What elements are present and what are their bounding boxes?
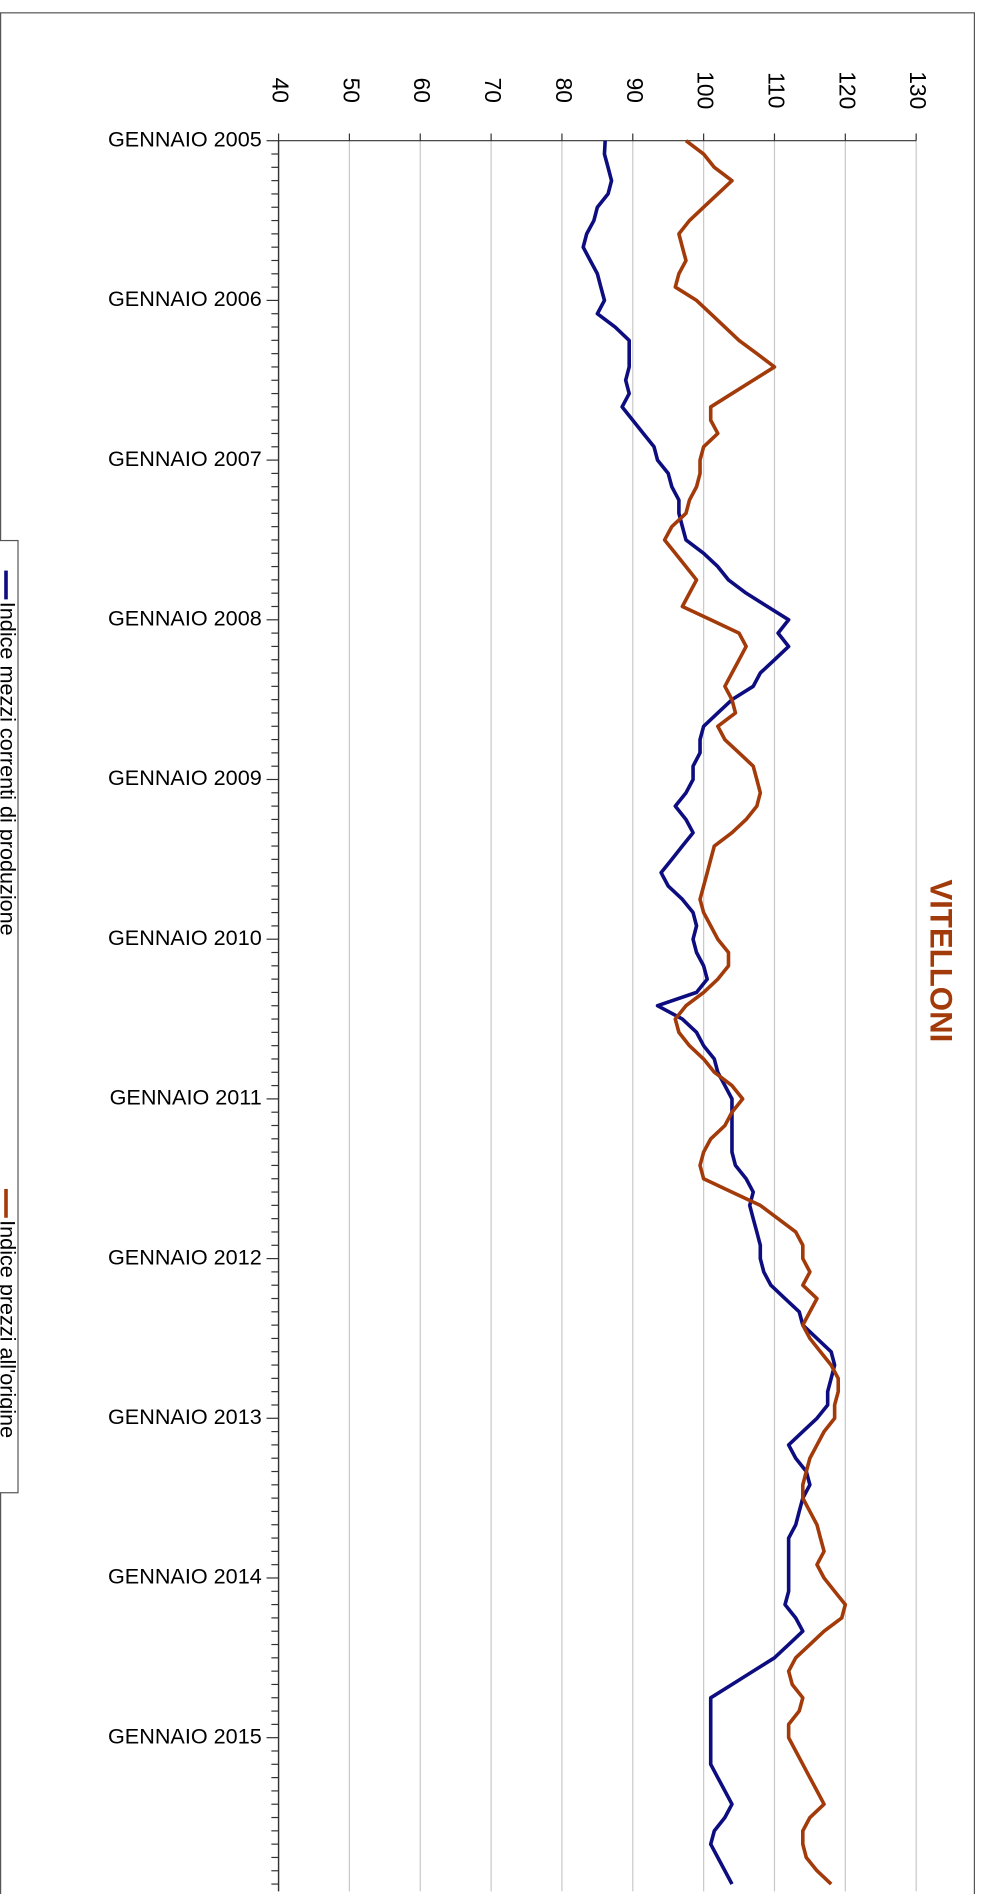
x-tick-label: GENNAIO 2007 [108,446,262,471]
y-tick-label: 120 [834,71,860,109]
x-tick-label: GENNAIO 2012 [108,1244,262,1269]
y-tick-label: 80 [551,78,577,103]
y-tick-label: 60 [409,78,435,103]
y-tick-label: 50 [338,78,364,103]
x-tick-label: GENNAIO 2005 [108,126,262,151]
chart-title: VITELLONI [924,879,959,1042]
x-tick-label: GENNAIO 2009 [108,765,262,790]
y-tick-label: 90 [622,78,648,103]
legend-box [0,539,19,1494]
legend-label: Indice prezzi all'origine [0,1220,20,1438]
x-tick-label: GENNAIO 2014 [108,1564,262,1589]
y-tick-label: 70 [480,78,506,103]
y-tick-label: 40 [268,78,294,103]
series-line [581,140,837,1885]
x-tick-label: GENNAIO 2010 [108,925,262,950]
x-tick-label: GENNAIO 2011 [110,1085,262,1110]
x-tick-label: GENNAIO 2006 [108,286,262,311]
x-tick-label: GENNAIO 2015 [108,1723,262,1748]
x-tick-label: GENNAIO 2013 [108,1404,262,1429]
legend-label: Indice mezzi correnti di produzione [0,602,20,936]
y-tick-label: 100 [693,71,719,109]
series-line [662,139,848,1886]
y-tick-label: 110 [763,72,789,108]
y-tick-label: 130 [905,71,931,109]
x-tick-label: GENNAIO 2008 [108,606,262,631]
